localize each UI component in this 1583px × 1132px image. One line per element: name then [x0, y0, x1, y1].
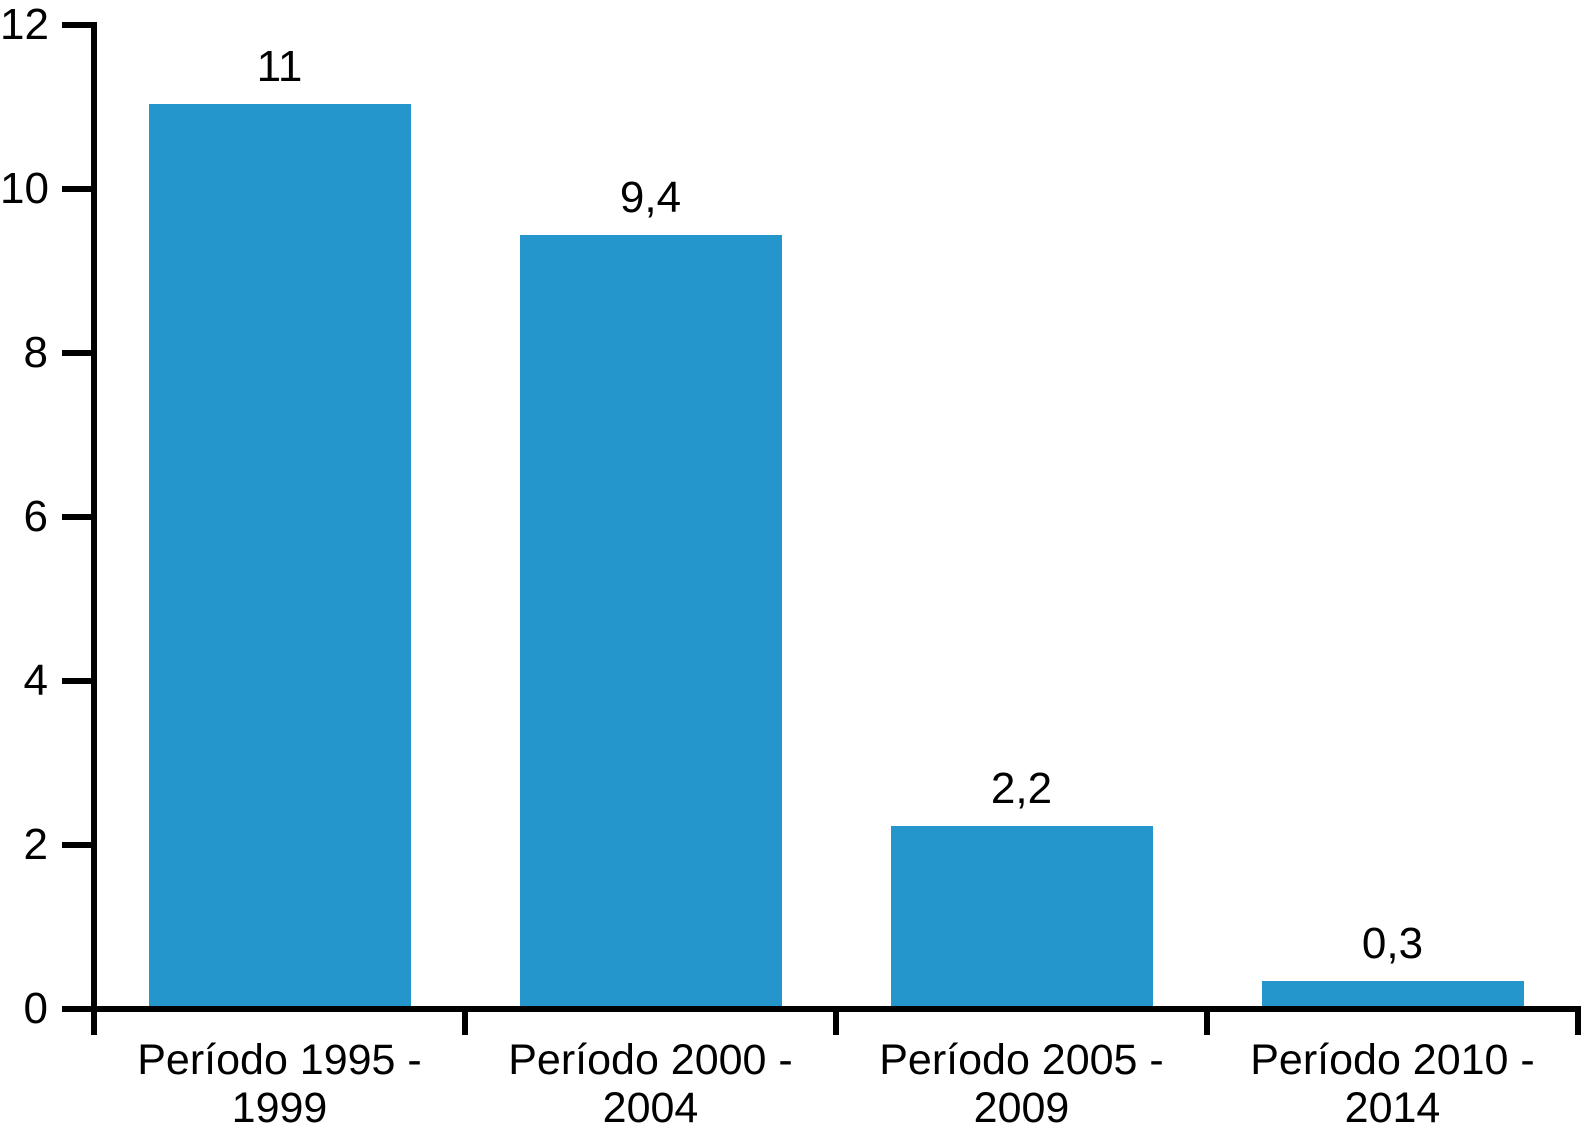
x-category-label-line: 2014	[1344, 1084, 1441, 1132]
bar	[148, 104, 411, 1006]
y-tick-label: 8	[23, 328, 48, 377]
y-tick	[62, 1006, 97, 1012]
x-tick	[1204, 1006, 1210, 1035]
x-tick	[462, 1006, 468, 1035]
x-category-label-line: 2004	[602, 1084, 699, 1132]
x-axis-line	[62, 1006, 1578, 1012]
x-category-label: Período 1995 -1999	[94, 1036, 465, 1132]
bar	[890, 826, 1153, 1006]
y-tick-label: 0	[23, 984, 48, 1033]
x-tick	[833, 1006, 839, 1035]
y-axis-line	[91, 22, 97, 1035]
y-tick-label: 12	[0, 0, 49, 49]
bar-value-label: 9,4	[619, 173, 682, 222]
bar	[1261, 981, 1524, 1006]
y-tick-label: 4	[23, 656, 48, 705]
bar-value-label: 2,2	[990, 764, 1053, 813]
y-tick	[62, 350, 97, 356]
y-tick	[62, 22, 97, 28]
x-category-label-line: Período 2010 -	[1250, 1036, 1535, 1084]
bar-value-label: 0,3	[1361, 919, 1424, 968]
x-category-label-line: 2009	[973, 1084, 1070, 1132]
y-tick	[62, 842, 97, 848]
y-tick	[62, 514, 97, 520]
x-category-label-line: Período 2005 -	[879, 1036, 1164, 1084]
x-category-label: Período 2000 -2004	[465, 1036, 836, 1132]
x-category-label: Período 2005 -2009	[836, 1036, 1207, 1132]
x-category-label-line: Período 2000 -	[508, 1036, 793, 1084]
bar	[519, 235, 782, 1006]
x-category-label: Período 2010 -2014	[1207, 1036, 1578, 1132]
x-tick	[1575, 1006, 1581, 1035]
x-category-label-line: 1999	[231, 1084, 328, 1132]
bar-value-label: 11	[256, 42, 303, 91]
x-category-label-line: Período 1995 -	[137, 1036, 422, 1084]
y-tick-label: 2	[23, 820, 48, 869]
y-tick	[62, 186, 97, 192]
y-tick-label: 10	[0, 164, 49, 213]
y-tick-label: 6	[23, 492, 48, 541]
y-tick	[62, 678, 97, 684]
